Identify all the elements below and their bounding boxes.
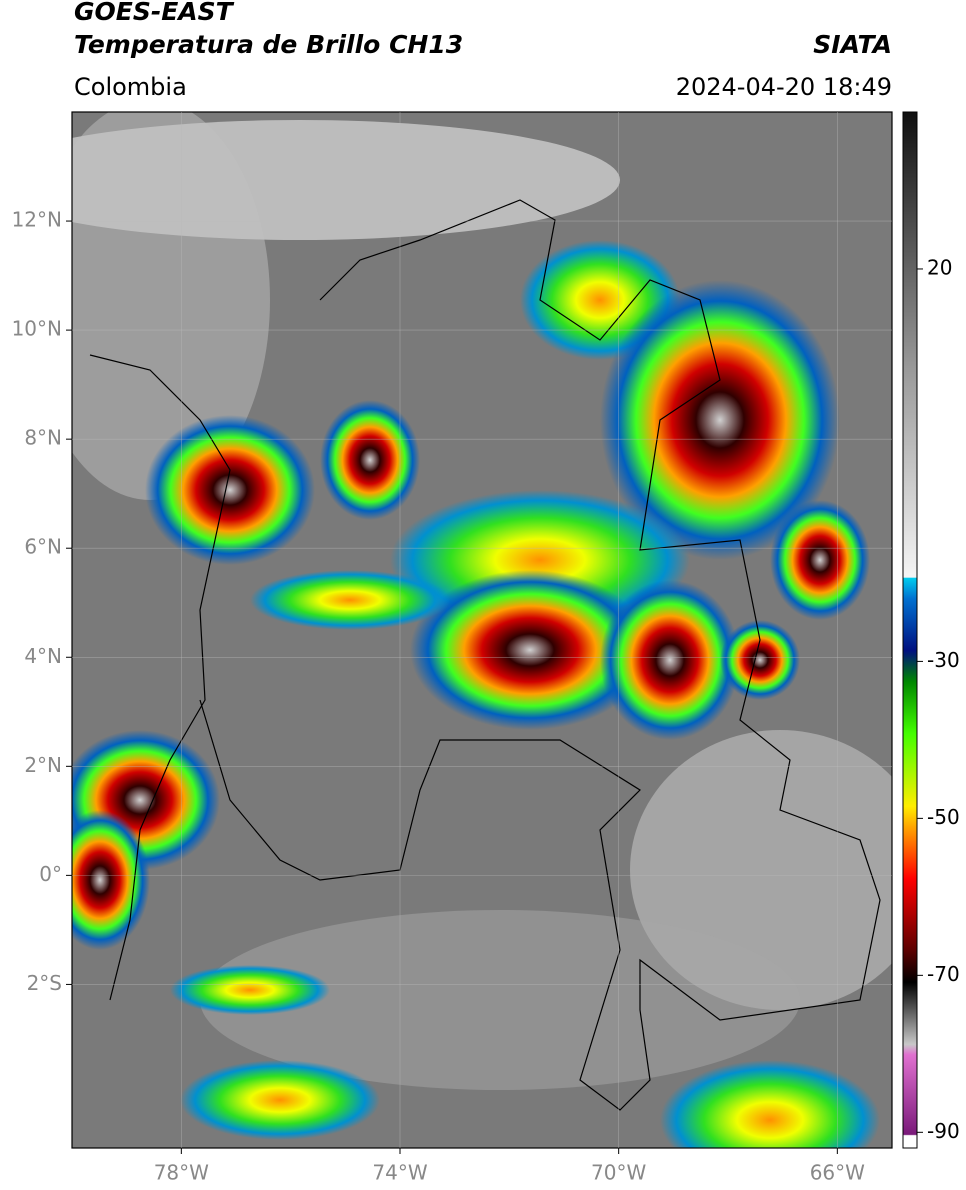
y-tick-label: 12°N — [12, 208, 62, 232]
colorbar-tick-label: 20 — [927, 255, 952, 279]
x-tick-label: 74°W — [372, 1161, 427, 1185]
region: Colombia — [74, 73, 187, 101]
y-tick-label: 2°N — [24, 753, 62, 777]
y-tick-label: 2°S — [27, 971, 62, 995]
datetime: 2024-04-20 18:49 — [676, 73, 892, 101]
x-tick-label: 66°W — [810, 1161, 865, 1185]
y-tick-label: 10°N — [12, 317, 62, 341]
colorbar-tick-label: -70 — [927, 962, 960, 986]
subtitle: Temperatura de Brillo CH13 — [74, 30, 463, 59]
y-tick-label: 6°N — [24, 535, 62, 559]
title: GOES-EAST — [74, 0, 235, 26]
y-tick-label: 4°N — [24, 644, 62, 668]
colorbar — [902, 111, 918, 1149]
colorbar-tick-label: -90 — [927, 1119, 960, 1143]
colorbar-tick-label: -50 — [927, 805, 960, 829]
colorbar-tick-label: -30 — [927, 648, 960, 672]
satellite-image — [72, 112, 892, 1148]
x-tick-label: 70°W — [591, 1161, 646, 1185]
x-tick-label: 78°W — [154, 1161, 209, 1185]
y-tick-label: 8°N — [24, 426, 62, 450]
y-tick-label: 0° — [39, 862, 62, 886]
map-frame — [71, 111, 893, 1149]
source: SIATA — [813, 30, 892, 59]
